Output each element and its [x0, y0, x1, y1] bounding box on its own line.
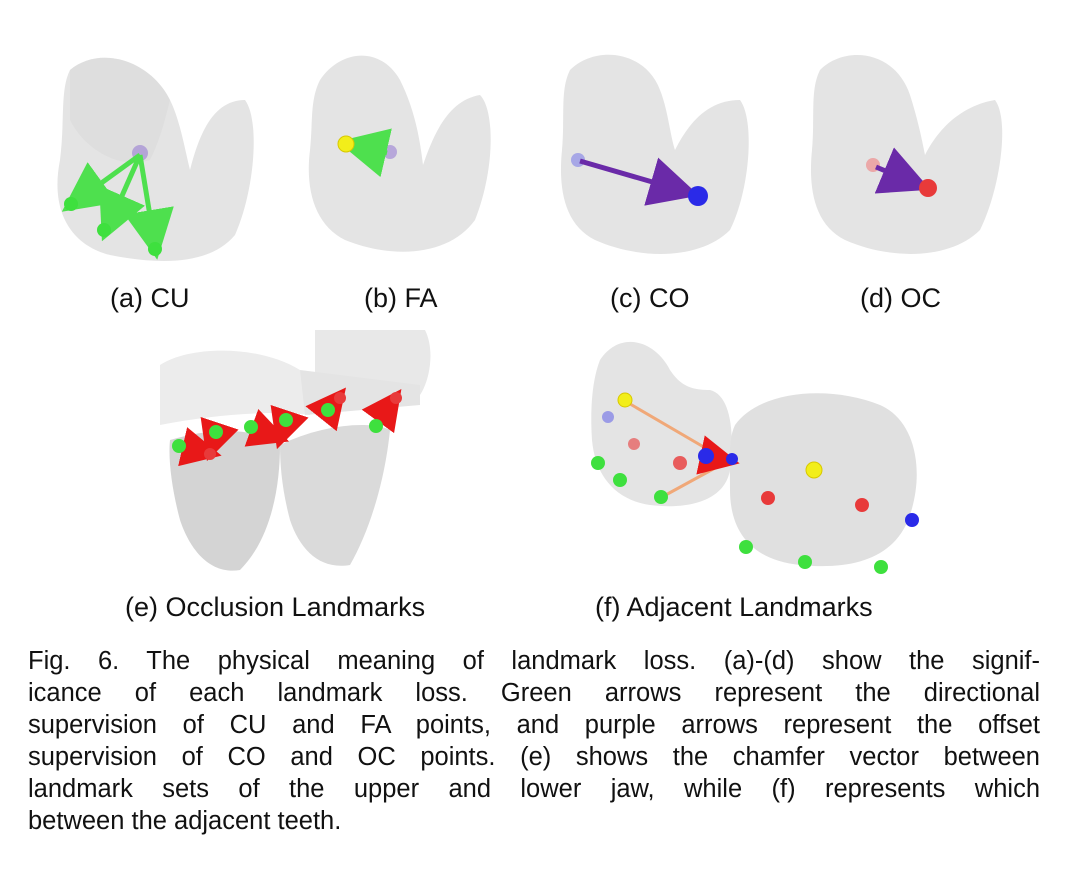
panel-e-label: (e) Occlusion Landmarks [125, 592, 426, 622]
panel-a-label: (a) CU [110, 283, 190, 313]
panel-f-label: (f) Adjacent Landmarks [595, 592, 873, 622]
panel-d-label: (d) OC [860, 283, 941, 313]
panel-c-co [550, 40, 780, 280]
panel-d-oc [800, 40, 1030, 280]
caption-line: supervision of CO and OC points. (e) sho… [28, 743, 1040, 771]
figure-caption: Fig. 6. The physical meaning of landmark… [28, 645, 1040, 837]
caption-line: supervision of CU and FA points, and pur… [28, 711, 1040, 739]
panel-b-fa [295, 40, 525, 280]
tooth-illustration-fa [308, 55, 491, 252]
panel-c-label: (c) CO [610, 283, 690, 313]
caption-line: landmark sets of the upper and lower jaw… [28, 775, 1040, 803]
panel-e-occlusion [150, 330, 450, 585]
panel-a-cu [40, 40, 270, 280]
caption-line: between the adjacent teeth. [28, 807, 342, 835]
panel-b-label: (b) FA [364, 283, 438, 313]
adjacent-illustration [591, 341, 919, 574]
tooth-illustration-oc [810, 55, 1003, 254]
tooth-illustration-co [560, 54, 749, 254]
panel-f-adjacent [580, 330, 940, 585]
caption-line: icance of each landmark loss. Green arro… [28, 679, 1040, 707]
caption-line: Fig. 6. The physical meaning of landmark… [28, 647, 1040, 675]
tooth-illustration-cu [57, 57, 254, 261]
occlusion-illustration [160, 330, 431, 571]
